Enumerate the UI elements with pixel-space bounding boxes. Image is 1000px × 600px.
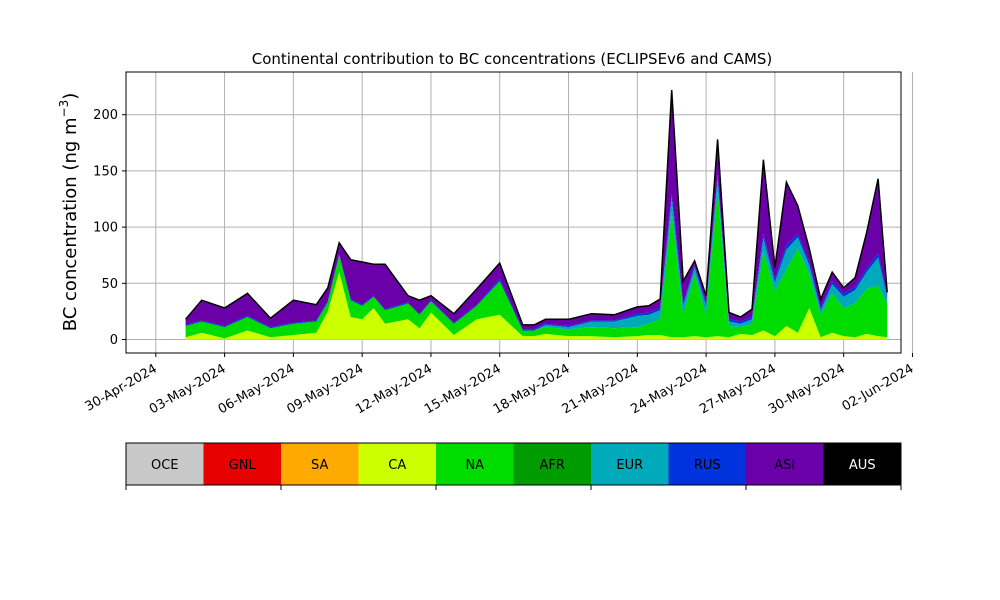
- area-ca: [185, 272, 888, 340]
- legend-swatch-sa: [281, 443, 359, 485]
- x-tick-label: 24-May-2024: [628, 361, 710, 417]
- x-tick-label: 09-May-2024: [284, 361, 366, 417]
- y-axis-label-superscript: −3: [57, 100, 71, 118]
- x-tick-label: 02-Jun-2024: [840, 361, 917, 414]
- legend-label-aus: AUS: [849, 458, 876, 473]
- legend-label-sa: SA: [311, 458, 328, 473]
- area-asi: [185, 92, 888, 330]
- legend-swatch-aus: [823, 443, 901, 485]
- legend-label-eur: EUR: [616, 458, 643, 473]
- legend-swatch-ca: [358, 443, 436, 485]
- x-tick-label: 12-May-2024: [353, 361, 435, 417]
- legend-label-na: NA: [465, 458, 484, 473]
- y-axis-label-main: BC concentration (ng m: [60, 117, 81, 331]
- legend-colorbar: OCE GNL SA CA NA AFR EUR RUS ASI AUS: [125, 442, 902, 490]
- legend-label-oce: OCE: [151, 458, 179, 473]
- y-tick-label: 200: [93, 108, 118, 123]
- x-tick-label: 18-May-2024: [491, 361, 573, 417]
- chart-title: Continental contribution to BC concentra…: [252, 50, 773, 68]
- y-tick-label: 100: [93, 221, 118, 236]
- area-na: [185, 190, 888, 339]
- legend-label-afr: AFR: [540, 458, 565, 473]
- x-tick-label: 15-May-2024: [422, 361, 504, 417]
- legend-label-gnl: GNL: [229, 458, 257, 473]
- y-tick-label: 150: [93, 164, 118, 179]
- legend-swatch-asi: [746, 443, 824, 485]
- legend-label-ca: CA: [388, 458, 406, 473]
- x-tick-label: 21-May-2024: [560, 361, 642, 417]
- x-tick-label: 06-May-2024: [216, 361, 298, 417]
- legend-swatch-rus: [668, 443, 746, 485]
- legend-swatch-afr: [513, 443, 591, 485]
- x-tick-label: 30-May-2024: [766, 361, 848, 417]
- legend-frame: [125, 442, 902, 486]
- y-tick-label: 50: [101, 277, 118, 292]
- legend-swatch-na: [436, 443, 514, 485]
- y-axis-label-close: ): [60, 93, 81, 100]
- legend-swatch-eur: [591, 443, 669, 485]
- y-axis-label: BC concentration (ng m−3): [57, 93, 81, 332]
- legend-swatch-gnl: [203, 443, 281, 485]
- x-axis: 30-Apr-202403-May-202406-May-202409-May-…: [83, 353, 917, 417]
- legend-label-rus: RUS: [694, 458, 721, 473]
- legend-label-asi: ASI: [774, 458, 795, 473]
- x-tick-label: 03-May-2024: [147, 361, 229, 417]
- legend-swatch-oce: [126, 443, 204, 485]
- y-tick-label: 0: [110, 333, 118, 348]
- total-outline: [185, 89, 888, 326]
- plot-frame: [125, 71, 902, 354]
- stacked-areas: [185, 89, 888, 340]
- x-tick-label: 27-May-2024: [697, 361, 779, 417]
- y-axis: 0 50 100 150 200: [93, 108, 126, 348]
